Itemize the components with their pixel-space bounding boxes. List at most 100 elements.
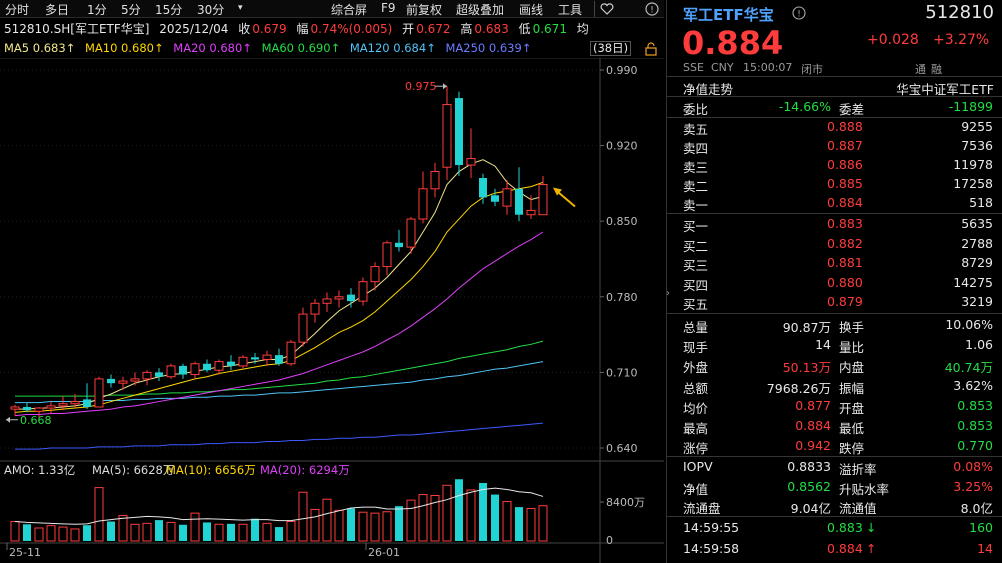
tab-multi-day[interactable]: 多日: [45, 3, 70, 17]
menu-icon[interactable]: !: [645, 2, 659, 16]
y-tick-label: 0.850: [606, 215, 638, 228]
stats-value: 14: [815, 337, 831, 353]
candle: [418, 171, 428, 224]
candle-body: [358, 281, 368, 302]
volume-bar: [107, 521, 115, 541]
volume-bar: [155, 520, 163, 541]
collapse-panel-icon[interactable]: ›: [666, 288, 670, 299]
ma10-legend: MA10 0.680↑: [84, 41, 164, 55]
stats-value: 10.06%: [945, 317, 993, 332]
ask-row[interactable]: 卖一 0.884 518: [667, 194, 1002, 213]
bid-price: 0.879: [827, 294, 863, 309]
stats-value: 7968.26万: [766, 380, 831, 396]
candle: [142, 370, 152, 386]
candle: [538, 175, 548, 216]
tab-15min[interactable]: 15分: [155, 3, 183, 17]
candle: [479, 173, 487, 204]
stats-label: 跌停: [839, 441, 865, 457]
vol-y-tick-label: 8400万: [606, 496, 645, 509]
period-count-badge[interactable]: (38日): [590, 41, 632, 56]
ask-label: 卖三: [683, 160, 709, 175]
kline-chart[interactable]: 0.990 0.920 0.850 0.780 0.710 0.640 0.975 0.66…: [0, 58, 664, 563]
bid-price: 0.881: [827, 255, 863, 270]
volume-bar: [526, 508, 536, 542]
super-overlay-button[interactable]: 超级叠加: [456, 3, 505, 17]
candle-body: [142, 371, 152, 380]
volume-bar: [238, 523, 248, 542]
weibi-row: 委比 -14.66% 委差 -11899: [667, 98, 1002, 117]
avg-label: 均: [576, 22, 589, 36]
candle-body: [203, 363, 211, 371]
period-dropdown-icon[interactable]: ▾: [238, 3, 243, 13]
bid-row[interactable]: 买五 0.879 3219: [667, 293, 1002, 312]
lock-icon[interactable]: [644, 42, 658, 56]
ask-label: 卖一: [683, 198, 709, 213]
security-name: 军工ETF华宝: [683, 6, 774, 24]
candle: [34, 406, 44, 418]
bid-row[interactable]: 买二 0.882 2788: [667, 235, 1002, 254]
tab-intraday[interactable]: 分时: [5, 3, 30, 17]
ask-label: 卖五: [683, 122, 709, 137]
tick-direction-icon: ↑: [866, 541, 877, 556]
draw-line-button[interactable]: 画线: [519, 3, 544, 17]
candle-body: [442, 104, 452, 168]
volume-bar: [262, 522, 272, 542]
bid-row[interactable]: 买四 0.880 14275: [667, 274, 1002, 293]
volume-bar: [46, 525, 56, 542]
etf-label: 流通值: [839, 501, 877, 516]
stats-value: 3.62%: [953, 377, 993, 393]
tools-button[interactable]: 工具: [558, 3, 583, 17]
tab-30min[interactable]: 30分: [197, 3, 225, 17]
high-value: 0.683: [474, 22, 509, 36]
bid-volume: 3219: [961, 294, 993, 309]
candle: [502, 180, 512, 215]
f9-button[interactable]: F9: [381, 1, 396, 15]
forward-adjust-button[interactable]: 前复权: [406, 3, 443, 17]
ask-row[interactable]: 卖五 0.888 9255: [667, 118, 1002, 137]
ask-row[interactable]: 卖三 0.886 11978: [667, 156, 1002, 175]
candle: [322, 292, 332, 312]
stats-label: 最高: [683, 421, 709, 436]
stats-row: 总量 90.87万 换手 10.06%: [667, 316, 1002, 335]
info-icon[interactable]: !: [792, 6, 806, 20]
volume-bar: [275, 527, 283, 541]
etf-row: IOPV 0.8833 溢折率 0.08%: [667, 458, 1002, 477]
candle-body: [118, 380, 128, 384]
y-tick-label: 0.990: [606, 64, 638, 77]
nav-trend-tab[interactable]: 净值走势: [683, 82, 734, 97]
volume-bar: [347, 508, 355, 541]
stats-value: 0.853: [957, 397, 993, 413]
volume-bar: [214, 523, 224, 542]
ask-row[interactable]: 卖四 0.887 7536: [667, 137, 1002, 156]
stats-label: 均价: [683, 400, 709, 416]
volume-bar: [142, 522, 152, 542]
candle-body: [479, 178, 487, 198]
chart-grid: [0, 58, 664, 563]
volume-bar: [251, 518, 259, 541]
stats-label: 量比: [839, 340, 865, 356]
stats-label: 振幅: [839, 380, 865, 396]
composite-screen-button[interactable]: 综合屏: [331, 3, 368, 17]
ask-row[interactable]: 卖二 0.885 17258: [667, 175, 1002, 194]
quote-info-line: 512810.SH[军工ETF华宝] 2025/12/04 收 0.679 幅 0.…: [4, 20, 595, 37]
candle-body: [370, 266, 380, 283]
tab-5min[interactable]: 5分: [121, 3, 141, 17]
toolbar-divider: [594, 1, 610, 17]
heart-icon[interactable]: [600, 3, 614, 15]
volume-bar: [418, 494, 428, 542]
stats-row: 现手 14 量比 1.06: [667, 336, 1002, 355]
volume-bar: [190, 512, 200, 542]
candle-body: [347, 294, 355, 302]
weibi-label: 委比: [683, 102, 709, 117]
volume-bar: [58, 526, 68, 542]
ask-price: 0.888: [827, 119, 863, 134]
ask-price: 0.887: [827, 138, 863, 153]
volume-bar: [382, 511, 392, 542]
bid-row[interactable]: 买三 0.881 8729: [667, 254, 1002, 273]
bid-label: 买四: [683, 277, 709, 293]
chart-annotations: 0.975 0.668: [6, 80, 576, 427]
bid-row[interactable]: 买一 0.883 5635: [667, 215, 1002, 234]
tab-1min[interactable]: 1分: [87, 3, 107, 17]
candle: [10, 404, 20, 416]
y-tick-label: 0.710: [606, 366, 638, 379]
